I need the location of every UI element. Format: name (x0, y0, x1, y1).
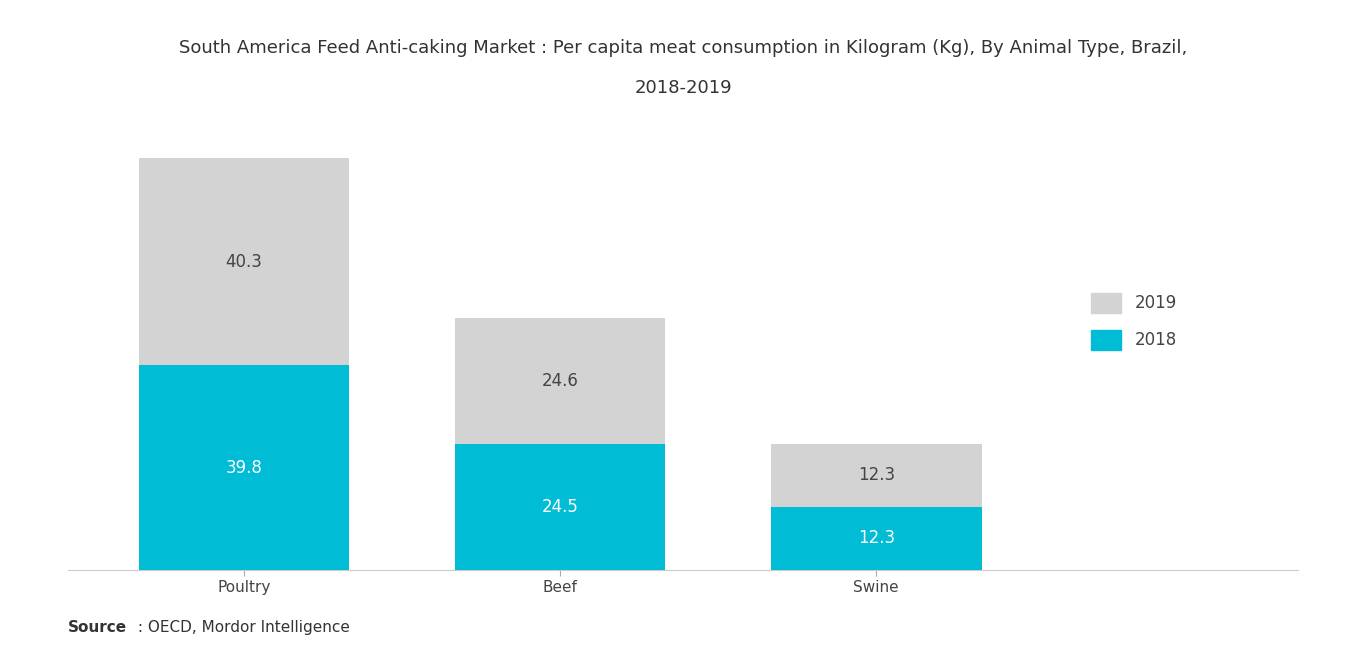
Text: 24.5: 24.5 (542, 498, 578, 516)
Legend: 2019, 2018: 2019, 2018 (1085, 286, 1184, 356)
Bar (455, 444, 665, 570)
Text: Source: Source (68, 620, 127, 635)
Text: South America Feed Anti-caking Market : Per capita meat consumption in Kilogram : South America Feed Anti-caking Market : … (179, 39, 1187, 57)
Bar (770, 507, 982, 570)
Text: 12.3: 12.3 (858, 529, 895, 548)
Text: 39.8: 39.8 (225, 458, 262, 477)
Bar (770, 443, 982, 507)
Bar (455, 318, 665, 444)
Bar (138, 365, 350, 570)
Text: 12.3: 12.3 (858, 466, 895, 484)
Text: 40.3: 40.3 (225, 253, 262, 271)
Text: : OECD, Mordor Intelligence: : OECD, Mordor Intelligence (133, 620, 350, 635)
Text: 2018-2019: 2018-2019 (634, 79, 732, 96)
Bar (138, 159, 350, 365)
Text: 24.6: 24.6 (542, 372, 578, 390)
